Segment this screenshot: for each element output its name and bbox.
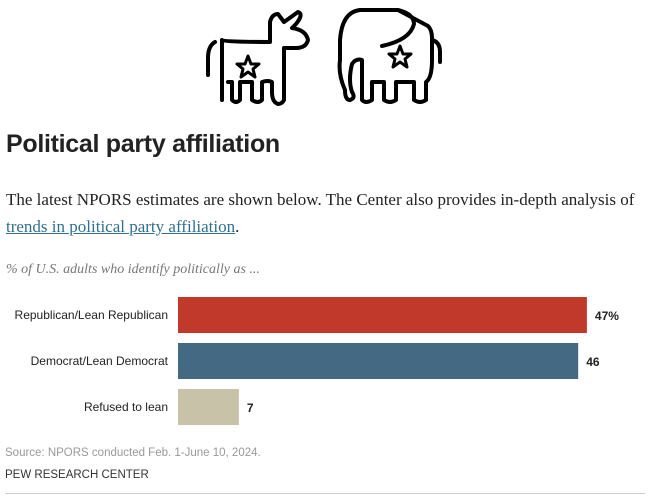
org-name: PEW RESEARCH CENTER: [5, 469, 149, 481]
category-label: Republican/Lean Republican: [15, 308, 168, 322]
bar: [178, 343, 579, 379]
intro-text: The latest NPORS estimates are shown bel…: [6, 190, 635, 209]
value-label: 7: [247, 401, 254, 415]
intro-paragraph: The latest NPORS estimates are shown bel…: [6, 186, 646, 240]
intro-end: .: [235, 217, 240, 236]
bar: [178, 389, 239, 425]
category-label: Democrat/Lean Democrat: [31, 354, 169, 368]
category-label: Refused to lean: [84, 400, 168, 414]
donkey-icon: [206, 10, 310, 106]
trends-link[interactable]: trends in political party affiliation: [6, 217, 236, 236]
chart-subtitle: % of U.S. adults who identify politicall…: [6, 262, 260, 277]
bar-chart: Republican/Lean Republican 47% Democrat/Le…: [15, 297, 619, 425]
bar: [178, 297, 587, 333]
divider: [5, 493, 645, 494]
page-title: Political party affiliation: [6, 130, 280, 158]
elephant-icon: [337, 8, 442, 104]
party-icons: [206, 8, 442, 106]
value-label: 47%: [595, 309, 619, 323]
value-label: 46: [586, 355, 600, 369]
source-note: Source: NPORS conducted Feb. 1-June 10, …: [5, 447, 261, 459]
